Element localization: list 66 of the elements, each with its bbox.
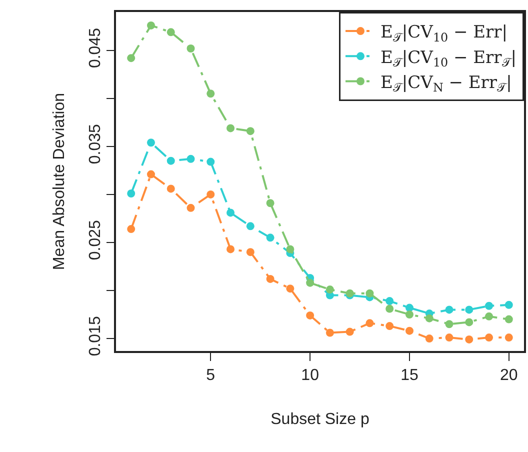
point [166, 28, 175, 36]
y-tick-label: 0.035 [86, 124, 104, 164]
point [186, 204, 195, 212]
point [485, 312, 494, 320]
point [465, 335, 474, 344]
point [226, 245, 235, 254]
x-tick-label: 5 [206, 366, 216, 384]
point [366, 319, 374, 328]
point [266, 199, 274, 208]
point [465, 318, 474, 326]
point [146, 170, 155, 178]
y-axis-title: Mean Absolute Deviation [51, 93, 68, 270]
point [485, 334, 494, 342]
point [386, 322, 394, 330]
point [186, 44, 195, 52]
point [386, 304, 394, 313]
point [504, 300, 513, 309]
point [226, 208, 235, 217]
x-tick-label: 20 [500, 366, 518, 384]
point [386, 297, 394, 306]
point [326, 328, 334, 337]
point [186, 154, 195, 163]
point [266, 274, 274, 283]
point [206, 158, 215, 166]
point [166, 156, 175, 165]
point [306, 311, 314, 320]
y-tick-label: 0.015 [86, 316, 104, 356]
point [465, 306, 474, 314]
point [445, 320, 454, 328]
point [326, 286, 334, 294]
point [445, 334, 454, 342]
point [346, 328, 354, 336]
point [445, 306, 454, 314]
point [206, 190, 215, 198]
x-axis-title: Subset Size p [270, 411, 370, 428]
point [286, 245, 294, 254]
point [405, 310, 414, 319]
point [206, 90, 215, 98]
point [146, 21, 155, 30]
point [127, 190, 136, 198]
point [405, 326, 414, 335]
point [306, 278, 314, 287]
point [366, 289, 374, 298]
point [127, 54, 136, 62]
point [266, 234, 274, 242]
x-tick-label: 15 [400, 366, 418, 384]
point [166, 184, 175, 193]
point [246, 248, 254, 256]
y-tick-label: 0.045 [86, 28, 104, 68]
legend-label: E$_{𝒯}$|CV$_{N}$ − Err$_{𝒯}$| [380, 72, 512, 94]
point [226, 124, 235, 132]
legend-label: E$_{𝒯}$|CV$_{10}$ − Err| [380, 22, 508, 44]
point [504, 315, 513, 324]
point [246, 127, 254, 136]
point [405, 304, 414, 312]
point [485, 302, 494, 310]
point [425, 334, 434, 343]
legend-label: E$_{𝒯}$|CV$_{10}$ − Err$_{𝒯}$| [380, 48, 517, 70]
point [286, 284, 294, 293]
point [127, 225, 136, 234]
point [246, 222, 254, 230]
y-tick-label: 0.025 [86, 220, 104, 260]
point [146, 138, 155, 147]
x-tick-label: 10 [301, 366, 320, 384]
point [425, 314, 434, 322]
point [504, 334, 513, 342]
